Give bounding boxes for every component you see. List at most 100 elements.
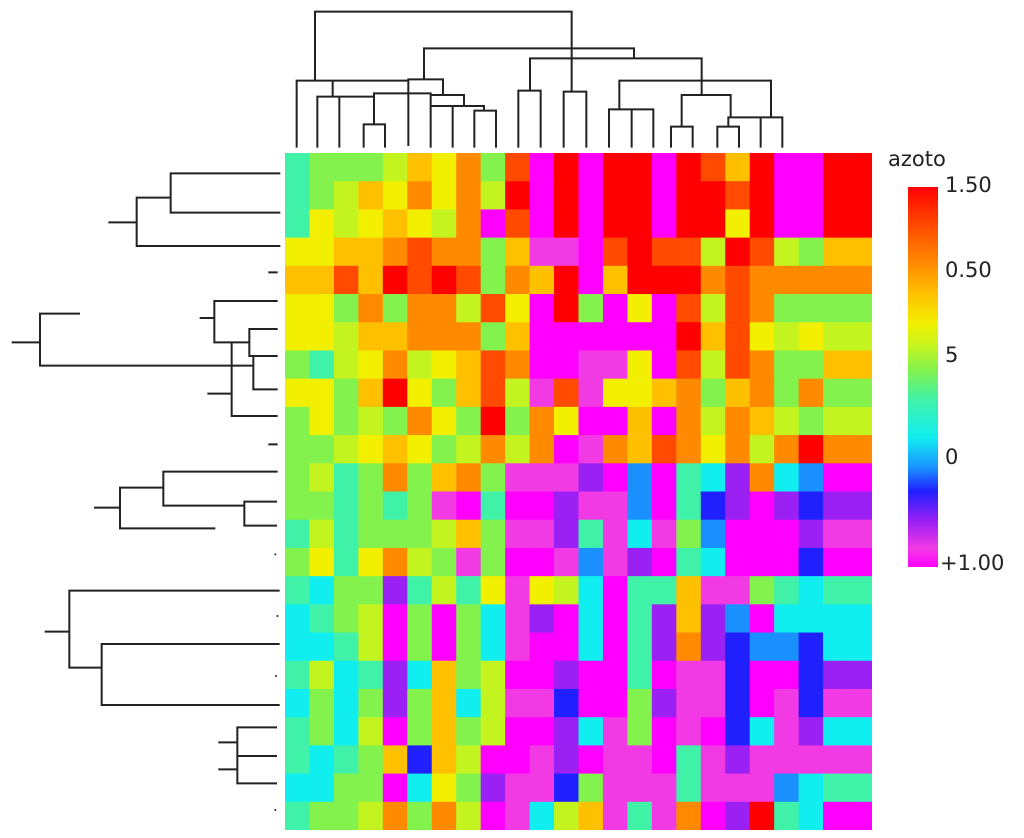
heatmap-cell	[407, 773, 433, 803]
heatmap-cell	[529, 604, 555, 634]
heatmap-cell	[382, 209, 408, 239]
heatmap-cell	[798, 547, 824, 577]
colorbar-tick-label: 1.50	[945, 173, 992, 197]
heatmap-cell	[798, 181, 824, 211]
heatmap-cell	[700, 801, 726, 830]
heatmap-cell	[358, 209, 384, 239]
heatmap-cell	[749, 773, 775, 803]
heatmap-cell	[847, 547, 872, 577]
heatmap-cell	[627, 604, 653, 634]
heatmap-cell	[358, 491, 384, 521]
heatmap-cell	[554, 406, 580, 436]
heatmap-cell	[749, 688, 775, 718]
heatmap-cell	[725, 604, 751, 634]
heatmap-cell	[578, 717, 604, 746]
heatmap-cell	[309, 547, 335, 577]
heatmap-cell	[627, 350, 653, 380]
heatmap-cell	[700, 745, 726, 775]
heatmap-cell	[431, 604, 457, 634]
heatmap-cell	[847, 209, 872, 239]
heatmap-cell	[847, 153, 872, 182]
heatmap-cell	[529, 209, 555, 239]
heatmap-cell	[749, 435, 775, 464]
heatmap-cell	[505, 519, 531, 549]
heatmap-cell	[480, 350, 506, 380]
heatmap-cell	[774, 265, 800, 295]
heatmap-cell	[382, 773, 408, 803]
heatmap-cell	[333, 547, 359, 577]
heatmap-cell	[456, 294, 482, 323]
heatmap-cell	[651, 688, 677, 718]
heatmap-cell	[798, 153, 824, 182]
heatmap-cell	[333, 745, 359, 775]
heatmap-cell	[309, 688, 335, 718]
heatmap-cell	[798, 463, 824, 493]
colorbar-title: azoto	[888, 147, 946, 171]
heatmap-cell	[333, 350, 359, 380]
heatmap-cell	[554, 576, 580, 605]
heatmap-cell	[602, 265, 629, 295]
heatmap-cell	[505, 435, 531, 464]
heatmap-cell	[798, 688, 824, 718]
heatmap-cell	[823, 660, 849, 690]
heatmap-cell	[456, 576, 482, 605]
heatmap-cell	[431, 237, 457, 267]
heatmap-cell	[651, 491, 677, 521]
heatmap-cell	[285, 322, 311, 352]
heatmap-cell	[285, 660, 311, 690]
heatmap-cell	[578, 773, 604, 803]
heatmap-cell	[285, 773, 311, 803]
heatmap-cell	[602, 604, 629, 634]
heatmap-cell	[798, 322, 824, 352]
heatmap-cell	[456, 745, 482, 775]
heatmap-cell	[382, 491, 408, 521]
heatmap-cell	[333, 463, 359, 493]
heatmap-cell	[554, 745, 580, 775]
heatmap-cell	[749, 717, 775, 746]
heatmap-cell	[749, 294, 775, 323]
heatmap-cell	[749, 519, 775, 549]
heatmap-cell	[578, 406, 604, 436]
heatmap-cell	[407, 604, 433, 634]
heatmap-cell	[333, 519, 359, 549]
heatmap-cell	[431, 322, 457, 352]
heatmap-cell	[602, 717, 629, 746]
heatmap-cell	[285, 237, 311, 267]
heatmap-cell	[651, 463, 677, 493]
heatmap-cell	[627, 294, 653, 323]
heatmap-cell	[285, 406, 311, 436]
heatmap-cell	[627, 378, 653, 408]
heatmap-cell	[358, 406, 384, 436]
heatmap-cell	[358, 547, 384, 577]
heatmap-cell	[725, 491, 751, 521]
heatmap-cell	[505, 322, 531, 352]
heatmap-cell	[823, 773, 849, 803]
heatmap-cell	[798, 237, 824, 267]
heatmap-cell	[480, 773, 506, 803]
heatmap-cell	[798, 350, 824, 380]
heatmap-cell	[358, 294, 384, 323]
heatmap-cell	[847, 265, 872, 295]
heatmap-cell	[578, 604, 604, 634]
heatmap-cell	[431, 294, 457, 323]
heatmap-cell	[749, 378, 775, 408]
heatmap-cell	[823, 378, 849, 408]
heatmap-cell	[700, 660, 726, 690]
heatmap-cell	[431, 491, 457, 521]
heatmap-cell	[333, 181, 359, 211]
heatmap-cell	[725, 632, 751, 662]
heatmap-cell	[285, 576, 311, 605]
heatmap-cell	[480, 322, 506, 352]
heatmap-cell	[749, 745, 775, 775]
heatmap-cell	[651, 350, 677, 380]
heatmap-cell	[309, 294, 335, 323]
heatmap-cell	[651, 576, 677, 605]
heatmap-cell	[480, 378, 506, 408]
heatmap-cell	[407, 265, 433, 295]
heatmap-cell	[505, 181, 531, 211]
heatmap-cell	[554, 463, 580, 493]
heatmap-cell	[407, 350, 433, 380]
heatmap-cell	[382, 237, 408, 267]
heatmap-cell	[700, 463, 726, 493]
heatmap-cell	[480, 688, 506, 718]
